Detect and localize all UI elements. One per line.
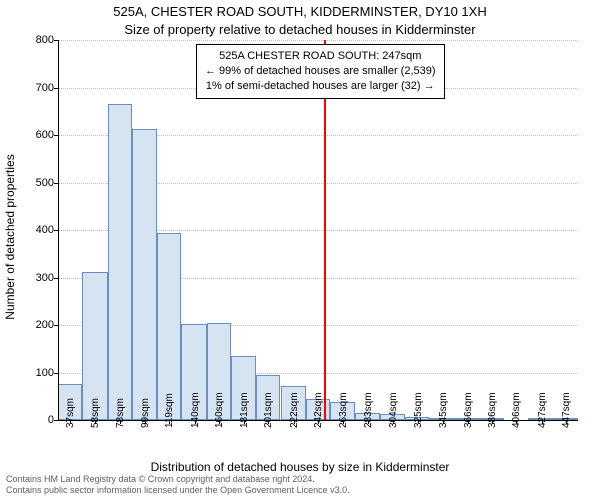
annotation-box: 525A CHESTER ROAD SOUTH: 247sqm ← 99% of… — [196, 44, 445, 99]
y-axis-line — [58, 40, 59, 420]
chart-title-sub: Size of property relative to detached ho… — [0, 22, 600, 37]
y-tick-label: 300 — [14, 272, 54, 284]
y-tick-label: 800 — [14, 34, 54, 46]
y-tick-mark — [54, 40, 58, 41]
y-tick-mark — [54, 325, 58, 326]
chart-container: 525A, CHESTER ROAD SOUTH, KIDDERMINSTER,… — [0, 0, 600, 500]
y-tick-mark — [54, 230, 58, 231]
y-tick-label: 0 — [14, 414, 54, 426]
grid-line — [58, 40, 578, 41]
y-tick-mark — [54, 88, 58, 89]
y-tick-mark — [54, 278, 58, 279]
annotation-line-3: 1% of semi-detached houses are larger (3… — [205, 79, 436, 94]
y-tick-label: 400 — [14, 224, 54, 236]
annotation-line-2: ← 99% of detached houses are smaller (2,… — [205, 64, 436, 79]
y-tick-mark — [54, 420, 58, 421]
histogram-bar — [157, 233, 181, 420]
footer-line-2: Contains public sector information licen… — [6, 485, 350, 496]
y-tick-label: 600 — [14, 129, 54, 141]
annotation-line-1: 525A CHESTER ROAD SOUTH: 247sqm — [205, 49, 436, 64]
footer-line-1: Contains HM Land Registry data © Crown c… — [6, 474, 350, 485]
footer: Contains HM Land Registry data © Crown c… — [6, 474, 350, 497]
histogram-bar — [132, 129, 157, 420]
chart-title-main: 525A, CHESTER ROAD SOUTH, KIDDERMINSTER,… — [0, 4, 600, 19]
y-tick-label: 200 — [14, 319, 54, 331]
histogram-bar — [108, 104, 132, 420]
y-tick-mark — [54, 183, 58, 184]
x-axis-label: Distribution of detached houses by size … — [0, 460, 600, 474]
y-tick-label: 500 — [14, 177, 54, 189]
y-tick-mark — [54, 135, 58, 136]
y-tick-label: 700 — [14, 82, 54, 94]
y-tick-label: 100 — [14, 367, 54, 379]
y-tick-mark — [54, 373, 58, 374]
